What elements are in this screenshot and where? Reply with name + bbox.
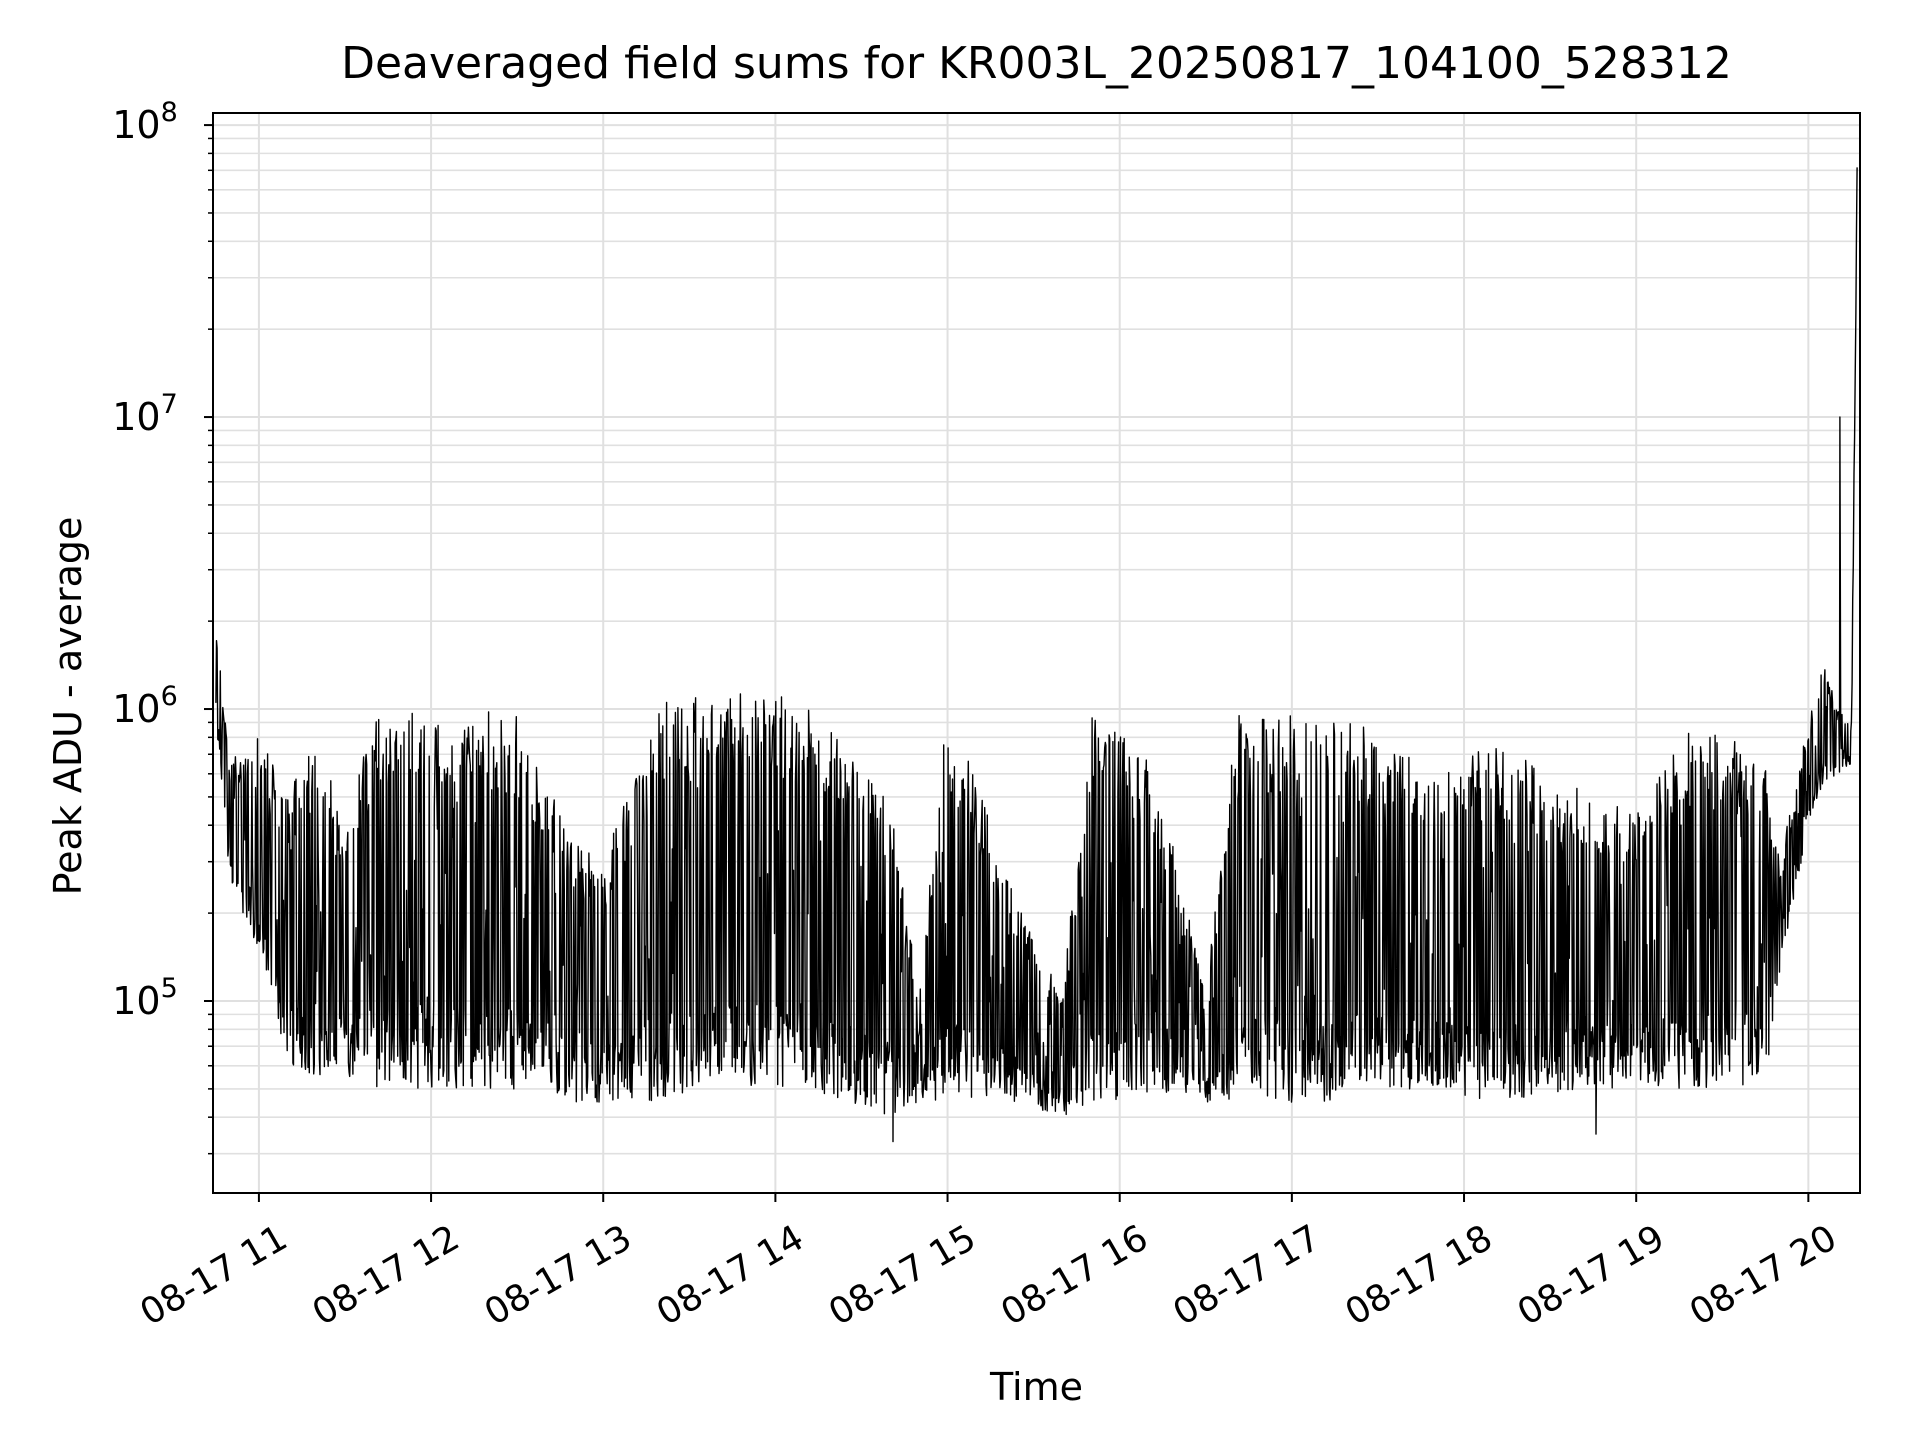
x-tick-label: 08-17 20 [1683,1217,1844,1333]
x-tick-label: 08-17 11 [134,1217,295,1333]
series-line-group [215,167,1858,1143]
x-tick-label: 08-17 17 [1166,1217,1327,1333]
chart-title: Deaveraged field sums for KR003L_2025081… [341,38,1732,89]
x-axis-label: Time [990,1365,1083,1409]
x-tick-label: 08-17 14 [650,1217,811,1333]
y-tick-label: 106 [112,681,178,731]
x-tick-label: 08-17 15 [822,1217,983,1333]
y-tick-label: 108 [112,97,178,147]
x-tick-label: 08-17 13 [478,1217,639,1333]
y-axis-label: Peak ADU - average [46,516,90,896]
x-tick-label: 08-17 12 [306,1217,467,1333]
y-tick-label: 107 [112,389,178,439]
x-tick-label: 08-17 18 [1339,1217,1500,1333]
x-tick-label: 08-17 19 [1511,1217,1672,1333]
y-tick-label: 105 [112,973,178,1023]
y-axis: 105 106 107 108 [112,97,213,1155]
plot-frame [212,112,1861,1194]
series-line [215,167,1858,1143]
x-axis: 08-17 11 08-17 12 08-17 13 08-17 14 08-17 15… [134,1193,1844,1334]
x-tick-label: 08-17 16 [994,1217,1155,1333]
